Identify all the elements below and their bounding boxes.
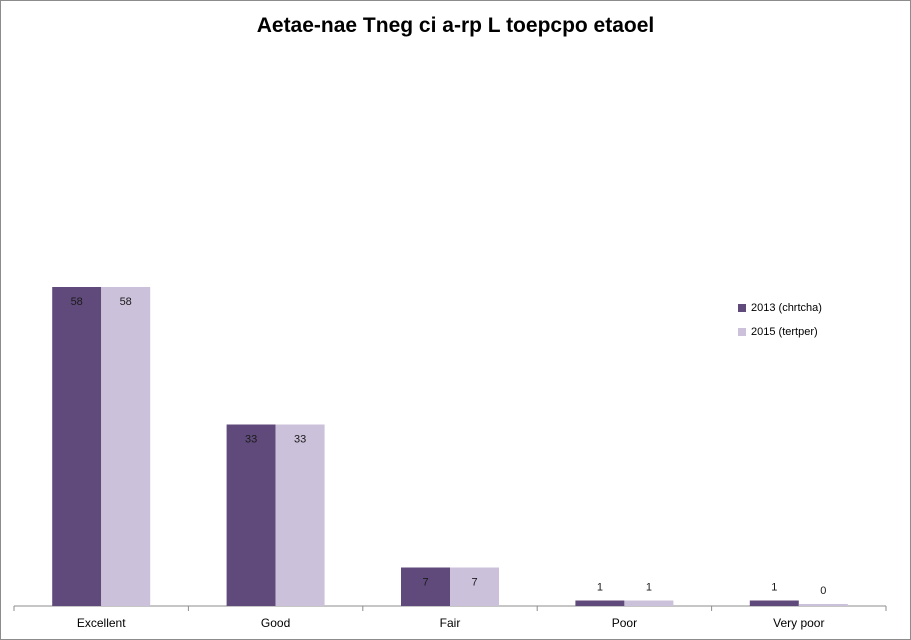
legend-swatch-series-1	[738, 304, 746, 312]
bar-fair-series-2	[450, 567, 499, 606]
bar-poor-series-2	[624, 600, 674, 606]
data-label-poor-series-1: 1	[597, 582, 603, 594]
data-label-poor-series-2: 1	[646, 582, 652, 594]
bar-good-series-1	[226, 424, 276, 606]
x-tick-label-poor: Poor	[612, 616, 637, 630]
data-label-excellent-series-2: 58	[120, 296, 132, 308]
bar-poor-series-1	[575, 600, 625, 606]
data-label-very-poor-series-2: 0	[820, 585, 826, 597]
data-label-very-poor-series-1: 1	[771, 582, 777, 594]
legend-item-series-1: 2013 (chrtcha)	[738, 296, 822, 320]
data-label-good-series-1: 33	[245, 434, 257, 446]
bar-fair-series-1	[401, 567, 450, 606]
legend-label-series-2: 2015 (tertper)	[751, 326, 818, 338]
x-tick-label-very-poor: Very poor	[773, 616, 824, 630]
bar-very-poor-series-1	[749, 600, 799, 606]
legend-swatch-series-2	[738, 328, 746, 336]
x-tick-label-good: Good	[261, 616, 290, 630]
data-label-fair-series-2: 7	[471, 577, 477, 589]
bar-very-poor-series-2	[798, 604, 848, 606]
bar-excellent-series-2	[101, 287, 151, 606]
chart-title: Aetae-nae Tneg ci a-rp L toepcpo etaoel	[256, 14, 655, 37]
data-label-excellent-series-1: 58	[71, 296, 83, 308]
legend-label-series-1: 2013 (chrtcha)	[751, 302, 822, 314]
bar-excellent-series-1	[52, 287, 102, 606]
data-label-good-series-2: 33	[294, 434, 306, 446]
chart-legend: 2013 (chrtcha) 2015 (tertper)	[738, 296, 822, 344]
legend-item-series-2: 2015 (tertper)	[738, 320, 822, 344]
x-tick-label-excellent: Excellent	[77, 616, 126, 630]
x-tick-label-fair: Fair	[440, 616, 461, 630]
bar-good-series-2	[275, 424, 325, 606]
data-label-fair-series-1: 7	[422, 577, 428, 589]
